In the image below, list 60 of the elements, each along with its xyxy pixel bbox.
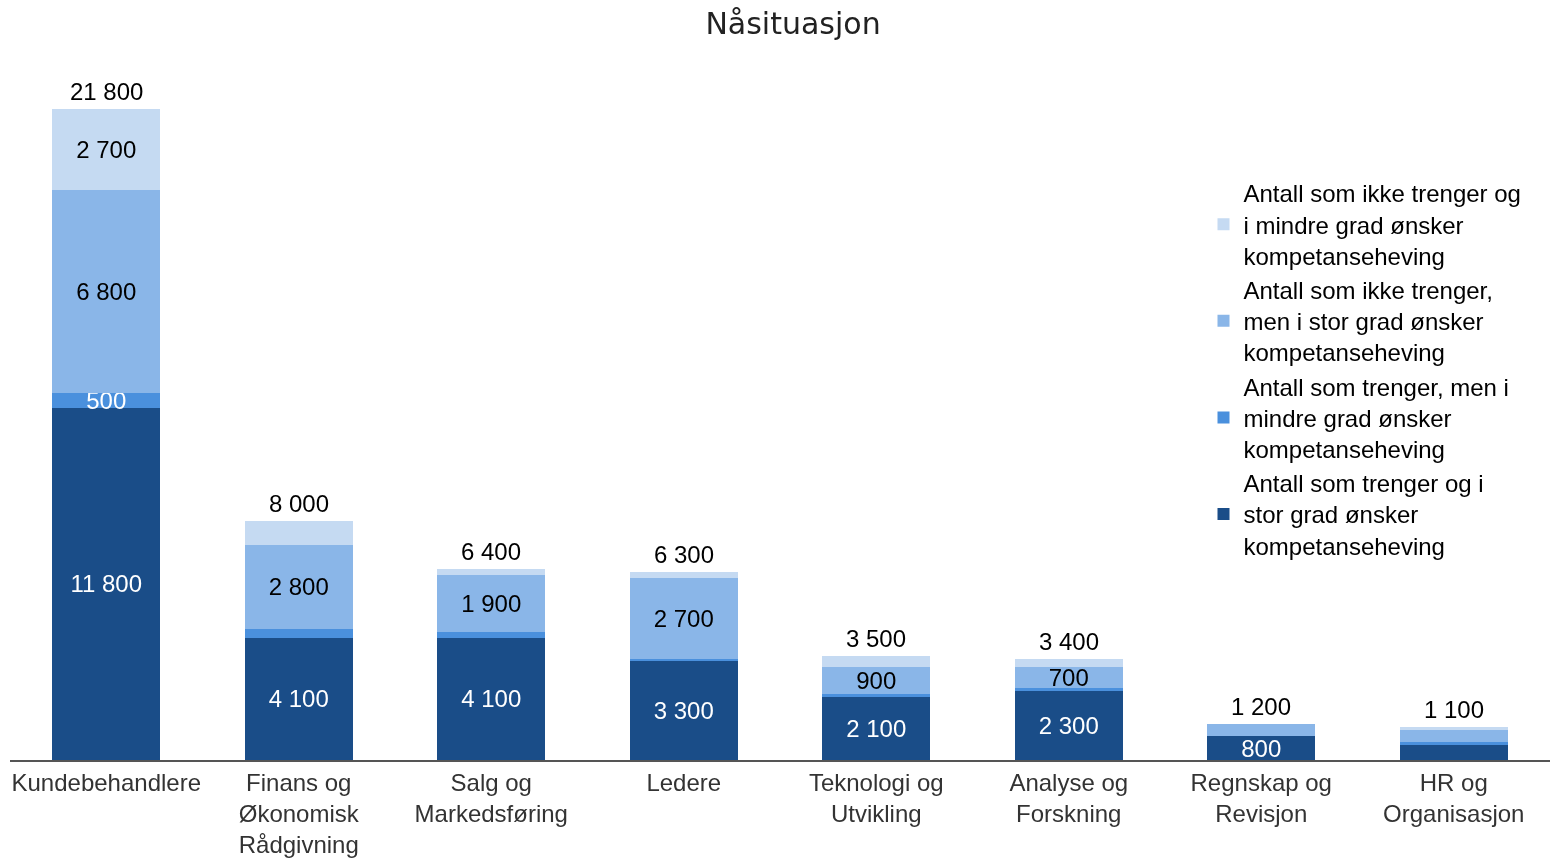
x-tick-label: Kundebehandlere <box>11 768 202 796</box>
legend-label: Antall som trenger, men i mindre grad ønsker kompetanseheving <box>1243 373 1509 463</box>
total-label: 6 300 <box>654 541 715 568</box>
total-label: 3 500 <box>846 625 907 652</box>
data-label: 2 700 <box>653 604 714 632</box>
bar <box>822 694 931 698</box>
bar <box>1399 745 1508 760</box>
bar <box>52 109 161 190</box>
x-tick-label: HR og Organisasjon <box>1383 768 1525 827</box>
x-tick-label: Teknologi og Utvikling <box>808 768 944 827</box>
bar <box>244 628 353 638</box>
data-label: 2 700 <box>76 136 137 164</box>
bar <box>629 571 738 578</box>
x-tick-label: Analyse og Forskning <box>1009 768 1129 827</box>
legend-label: Antall som ikke trenger, men i stor grad ønsker kompetanseheving <box>1243 276 1493 367</box>
chart-title: Nåsituasjon <box>705 5 881 41</box>
x-tick-label: Finans og Økonomisk Rådgivning <box>238 768 360 858</box>
total-label: 3 400 <box>1039 628 1100 655</box>
bar <box>437 637 546 760</box>
bar <box>52 189 161 393</box>
data-label: 700 <box>1048 664 1089 692</box>
bar <box>1207 724 1316 737</box>
bar <box>437 568 546 575</box>
total-label: 6 400 <box>461 538 522 565</box>
bar <box>822 697 931 760</box>
data-label: 2 800 <box>268 573 329 601</box>
data-label: 3 300 <box>653 697 714 725</box>
total-label: 21 800 <box>70 78 144 105</box>
data-label: 800 <box>1241 734 1282 762</box>
total-label: 1 200 <box>1231 693 1292 720</box>
bar <box>244 521 353 546</box>
data-label: 11 800 <box>70 570 143 598</box>
bar <box>244 637 353 760</box>
bar <box>1014 658 1123 668</box>
bar <box>1399 727 1508 731</box>
bar <box>437 631 546 638</box>
bar <box>629 661 738 760</box>
x-tick-label: Regnskap og Revisjon <box>1190 768 1332 827</box>
bar <box>437 574 546 632</box>
bar <box>244 545 353 629</box>
data-label: 1 900 <box>461 589 522 617</box>
bar <box>1399 742 1508 746</box>
bar <box>822 655 931 668</box>
legend-label: Antall som ikke trenger og i mindre grad ønsker kompetanseheving <box>1243 180 1521 270</box>
data-label: 4 100 <box>461 685 522 713</box>
legend-label: Antall som trenger og i stor grad ønsker kompetanseheving <box>1243 470 1484 560</box>
total-label: 1 100 <box>1424 696 1485 723</box>
bar <box>52 407 161 760</box>
bar <box>1014 688 1123 692</box>
data-label: 2 300 <box>1038 712 1099 740</box>
x-tick-label: Salg og Markedsføring <box>414 768 568 827</box>
bar <box>629 577 738 659</box>
data-label: 2 100 <box>846 715 907 743</box>
data-label: 4 100 <box>268 685 329 713</box>
bar <box>1399 730 1508 743</box>
data-label: 900 <box>856 667 897 695</box>
bar <box>1014 691 1123 760</box>
total-label: 8 000 <box>269 490 330 517</box>
data-label: 6 800 <box>76 277 137 305</box>
x-tick-label: Ledere <box>646 768 722 796</box>
